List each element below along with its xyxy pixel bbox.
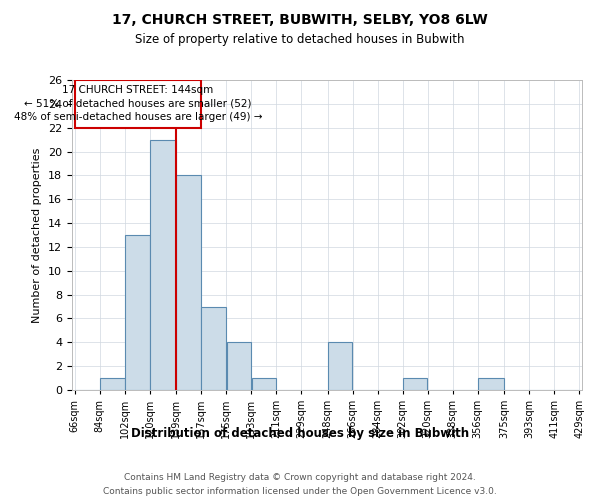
FancyBboxPatch shape: [75, 80, 201, 128]
Bar: [403, 378, 427, 390]
Y-axis label: Number of detached properties: Number of detached properties: [32, 148, 43, 322]
Bar: [328, 342, 352, 390]
Bar: [100, 378, 125, 390]
Bar: [227, 342, 251, 390]
Bar: [251, 378, 276, 390]
Text: Distribution of detached houses by size in Bubwith: Distribution of detached houses by size …: [131, 428, 469, 440]
Text: 17, CHURCH STREET, BUBWITH, SELBY, YO8 6LW: 17, CHURCH STREET, BUBWITH, SELBY, YO8 6…: [112, 12, 488, 26]
Text: Size of property relative to detached houses in Bubwith: Size of property relative to detached ho…: [135, 32, 465, 46]
Bar: [478, 378, 504, 390]
Text: 17 CHURCH STREET: 144sqm: 17 CHURCH STREET: 144sqm: [62, 86, 214, 96]
Bar: [150, 140, 176, 390]
Bar: [202, 306, 226, 390]
Text: 48% of semi-detached houses are larger (49) →: 48% of semi-detached houses are larger (…: [14, 112, 262, 122]
Text: Contains public sector information licensed under the Open Government Licence v3: Contains public sector information licen…: [103, 488, 497, 496]
Bar: [176, 176, 201, 390]
Text: ← 51% of detached houses are smaller (52): ← 51% of detached houses are smaller (52…: [24, 99, 252, 109]
Bar: [125, 235, 149, 390]
Text: Contains HM Land Registry data © Crown copyright and database right 2024.: Contains HM Land Registry data © Crown c…: [124, 472, 476, 482]
